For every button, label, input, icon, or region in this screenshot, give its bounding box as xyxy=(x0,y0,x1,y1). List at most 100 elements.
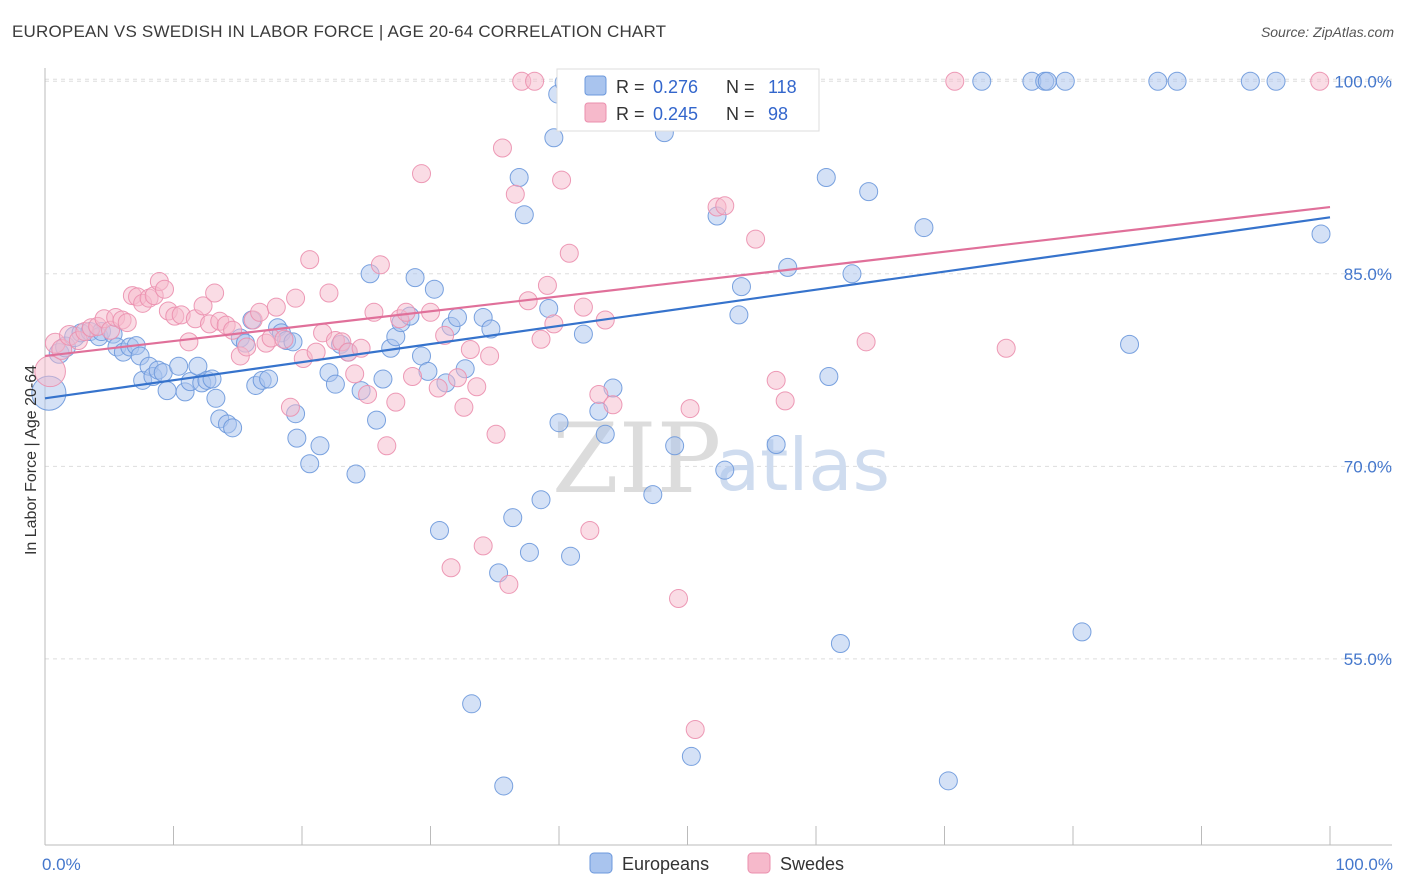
swede-point xyxy=(856,332,876,352)
european-point xyxy=(859,182,879,202)
swede-point xyxy=(573,297,593,317)
bottom-legend-europeans: Europeans xyxy=(622,854,709,874)
swede-point xyxy=(250,302,270,322)
swede-point xyxy=(1310,71,1330,91)
x-tick-labels: 0.0% 100.0% xyxy=(42,855,1393,874)
european-point xyxy=(1148,71,1168,91)
swede-point xyxy=(403,366,423,386)
swede-point xyxy=(531,329,551,349)
european-point xyxy=(287,428,307,448)
bottom-legend-swatch-europeans xyxy=(589,852,613,874)
swede-point xyxy=(454,397,474,417)
swede-point xyxy=(441,558,461,578)
swede-point xyxy=(525,71,545,91)
swede-point xyxy=(580,521,600,541)
legend-r-label-pink: R = xyxy=(616,104,645,124)
swede-point xyxy=(377,436,397,456)
swede-point xyxy=(473,536,493,556)
swede-point xyxy=(603,395,623,415)
swede-point xyxy=(300,250,320,270)
european-point xyxy=(1037,71,1057,91)
trend-line-swedes xyxy=(44,205,1331,358)
european-point xyxy=(373,369,393,389)
european-point xyxy=(310,436,330,456)
trend-line-europeans xyxy=(44,216,1331,400)
swede-point xyxy=(480,346,500,366)
y-tick-label: 85.0% xyxy=(1344,265,1392,284)
swede-point xyxy=(358,384,378,404)
bottom-legend-swatch-swedes xyxy=(747,852,771,874)
european-point xyxy=(157,381,177,401)
swede-point xyxy=(370,255,390,275)
european-point xyxy=(206,388,226,408)
swede-point xyxy=(386,392,406,412)
swede-point xyxy=(155,279,175,299)
swede-point xyxy=(746,229,766,249)
european-point xyxy=(681,746,701,766)
european-point xyxy=(429,521,449,541)
swede-point xyxy=(274,329,294,349)
legend-r-value-blue: 0.276 xyxy=(653,77,698,97)
european-point xyxy=(595,424,615,444)
european-point xyxy=(819,366,839,386)
european-point xyxy=(549,413,569,433)
swede-point xyxy=(467,377,487,397)
swede-point xyxy=(499,574,519,594)
legend-n-label-pink: N = xyxy=(726,104,755,124)
y-tick-label: 100.0% xyxy=(1334,72,1392,91)
swede-point xyxy=(266,297,286,317)
swede-point xyxy=(505,184,525,204)
swede-point xyxy=(447,368,467,388)
x-tick-label-max: 100.0% xyxy=(1335,855,1393,874)
european-point xyxy=(514,205,534,225)
european-point xyxy=(202,369,222,389)
swede-point xyxy=(205,283,225,303)
source-label: Source: ZipAtlas.com xyxy=(1260,24,1394,40)
european-point xyxy=(643,485,663,505)
legend-r-label-blue: R = xyxy=(616,77,645,97)
european-point xyxy=(447,307,467,327)
swede-point xyxy=(428,378,448,398)
series-legend: Europeans Swedes xyxy=(589,852,844,874)
swede-point xyxy=(117,313,137,333)
watermark-atlas: atlas xyxy=(716,423,890,507)
data-points xyxy=(31,71,1331,796)
bottom-legend-swedes: Swedes xyxy=(780,854,844,874)
swede-point xyxy=(715,196,735,216)
x-tick-label-min: 0.0% xyxy=(42,855,81,874)
swede-point xyxy=(537,275,557,295)
european-point xyxy=(169,356,189,376)
european-point xyxy=(519,542,539,562)
legend-n-value-blue: 118 xyxy=(768,77,797,97)
swede-point xyxy=(589,384,609,404)
legend-r-value-pink: 0.245 xyxy=(653,104,698,124)
swede-point xyxy=(680,399,700,419)
european-point xyxy=(972,71,992,91)
european-point xyxy=(938,771,958,791)
european-point xyxy=(223,418,243,438)
swede-point xyxy=(775,391,795,411)
legend-swatch-swedes xyxy=(584,102,607,123)
european-point xyxy=(731,277,751,297)
european-point xyxy=(715,460,735,480)
swede-point xyxy=(412,164,432,184)
y-axis-title: In Labor Force | Age 20-64 xyxy=(23,365,40,555)
european-point xyxy=(766,435,786,455)
european-point xyxy=(573,324,593,344)
european-point xyxy=(259,369,279,389)
european-point xyxy=(325,374,345,394)
european-point xyxy=(842,264,862,284)
swede-point xyxy=(319,283,339,303)
european-point xyxy=(729,305,749,325)
swede-point xyxy=(669,589,689,609)
swede-point xyxy=(280,397,300,417)
stats-legend: R = 0.276 N = 118 R = 0.245 N = 98 xyxy=(556,68,820,132)
swede-point xyxy=(492,138,512,158)
european-point xyxy=(1055,71,1075,91)
european-point xyxy=(1072,622,1092,642)
swede-point xyxy=(179,332,199,352)
european-point xyxy=(1120,334,1140,354)
swede-point xyxy=(559,243,579,263)
european-point xyxy=(494,776,514,796)
